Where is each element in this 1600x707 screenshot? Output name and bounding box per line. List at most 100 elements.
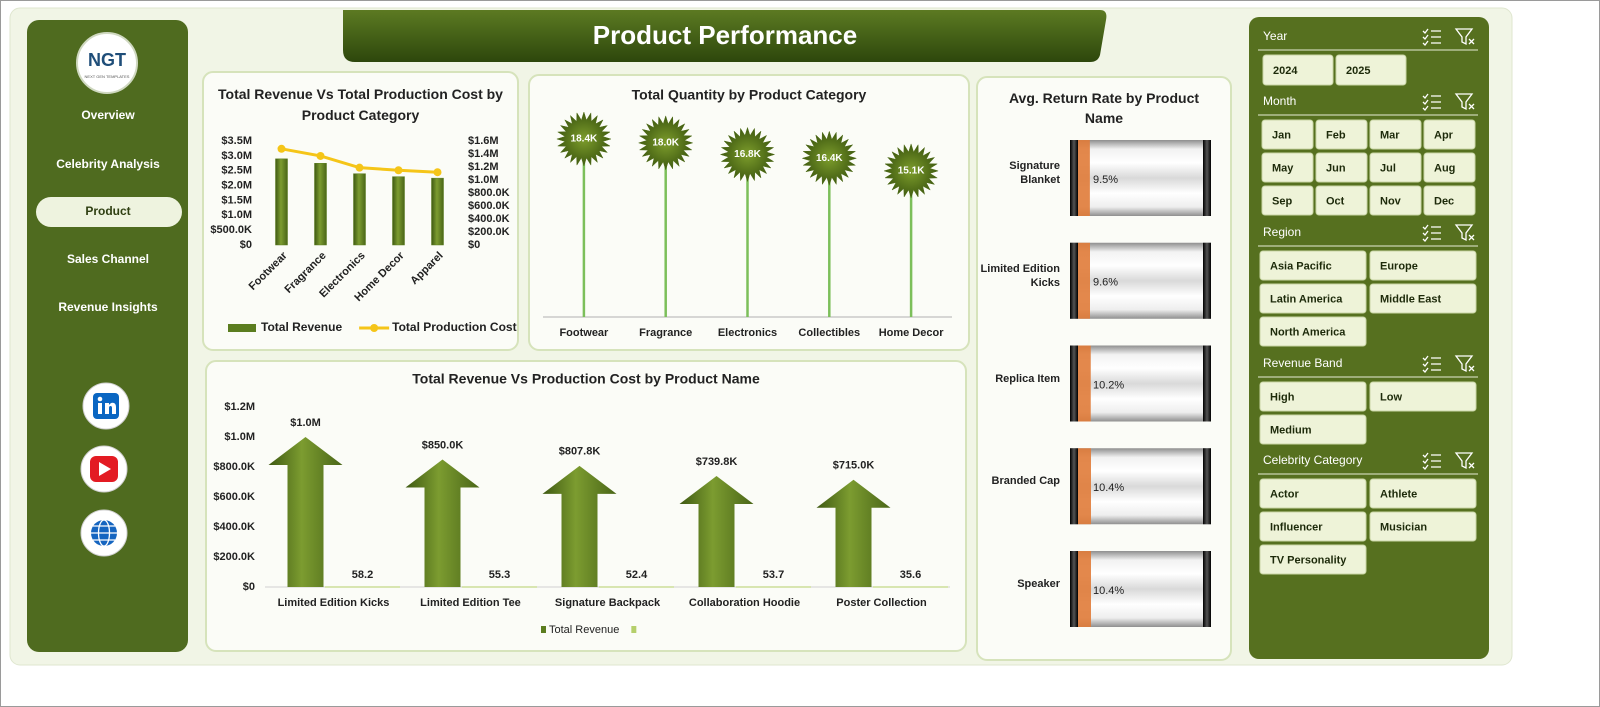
slicer-item[interactable]: North America [1270,326,1346,338]
page-title: Product Performance [593,20,857,50]
slicer-button[interactable] [1259,544,1367,575]
linkedin-icon[interactable] [82,382,130,430]
slicer-button[interactable] [1335,54,1407,86]
nav-item[interactable]: Product [85,204,130,218]
slicer-item[interactable]: Low [1380,391,1402,403]
slicer-item[interactable]: High [1270,391,1295,403]
lollipop-head [556,111,612,167]
slicer-button[interactable] [1261,119,1314,150]
clear-filter-icon[interactable] [1454,28,1475,46]
clear-filter-icon[interactable] [1454,355,1475,373]
slicer-item[interactable]: Asia Pacific [1270,260,1332,272]
slicer-button[interactable] [1369,185,1422,216]
slicer-item[interactable]: May [1272,162,1294,174]
nav-item[interactable]: Revenue Insights [58,300,158,314]
nav-item[interactable]: Celebrity Analysis [56,157,160,171]
icon-funnel [1454,224,1475,242]
slicer-item[interactable]: Dec [1434,195,1454,207]
icon-line [1422,355,1441,361]
x-tick-label: Fragrance [639,327,692,339]
icon-line [1422,34,1441,40]
slicer-button[interactable] [1259,511,1367,542]
slicer-item[interactable]: Mar [1380,129,1400,141]
multi-select-icon[interactable] [1422,355,1441,373]
slicer-button[interactable] [1369,283,1477,314]
slicer-button[interactable] [1259,316,1367,347]
slicer-button[interactable] [1261,152,1314,183]
slicer-button[interactable] [1423,152,1476,183]
slicer-item[interactable]: Influencer [1270,521,1323,533]
slicer-button[interactable] [1315,185,1368,216]
y-tick-label: $3.5M [221,135,252,147]
nav-item[interactable]: Sales Channel [67,252,149,266]
y2-tick-label: $0 [468,239,480,251]
nav-active-pill[interactable] [36,197,182,227]
y-tick-label: Limited Edition Kicks [980,262,1060,289]
slicer-button[interactable] [1315,152,1368,183]
x-tick-label: Limited Edition Tee [420,597,521,609]
slicer-item[interactable]: Medium [1270,424,1312,436]
slicer-item[interactable]: 2024 [1273,65,1298,77]
slicer-item[interactable]: Musician [1380,521,1427,533]
slicer-item[interactable]: Middle East [1380,293,1441,305]
icon-line [1422,28,1441,34]
slicer-button[interactable] [1369,478,1477,509]
y2-tick-label: $1.6M [468,135,499,147]
clear-filter-icon[interactable] [1454,224,1475,242]
multi-select-icon[interactable] [1422,224,1441,242]
website-icon[interactable] [80,509,128,557]
slicer-item[interactable]: TV Personality [1270,554,1347,566]
icon-funnel [1454,93,1475,111]
slicer-button[interactable] [1369,511,1477,542]
slicer-button[interactable] [1369,250,1477,281]
arrow-bar [816,479,891,587]
multi-select-icon[interactable] [1422,93,1441,111]
slicer-button[interactable] [1369,119,1422,150]
chart-title: Total Revenue Vs Total Production Cost b… [218,86,503,123]
slicer-button[interactable] [1369,381,1477,412]
data-label: 10.2% [1093,379,1124,391]
slicer-item[interactable]: Sep [1272,195,1292,207]
data-label: $739.8K [696,456,738,468]
data-label: $715.0K [833,460,875,472]
y-tick-label: $1.2M [224,401,255,413]
slicer-button[interactable] [1259,414,1367,445]
multi-select-icon[interactable] [1422,452,1441,470]
slicer-item[interactable]: Nov [1380,195,1402,207]
x-tick-label: Collectibles [798,327,860,339]
y-tick-label: $2.0M [221,179,252,191]
nav-item[interactable]: Overview [81,108,135,122]
slicer-item[interactable]: Aug [1434,162,1455,174]
slicer-button[interactable] [1423,119,1476,150]
data-label: 52.4 [626,569,648,581]
slicer-item[interactable]: Actor [1270,488,1299,500]
slicer-item[interactable]: Athlete [1380,488,1417,500]
slicer-item[interactable]: Jul [1380,162,1396,174]
clear-filter-icon[interactable] [1454,93,1475,111]
slicer-button[interactable] [1423,185,1476,216]
slicer-item[interactable]: Jan [1272,129,1291,141]
multi-select-icon[interactable] [1422,28,1441,46]
slicer-title: Month [1263,94,1296,108]
slicer-item[interactable]: Europe [1380,260,1418,272]
lollipop-head [637,115,694,171]
slicer-item[interactable]: Oct [1326,195,1345,207]
slicer-button[interactable] [1315,119,1368,150]
clear-filter-icon[interactable] [1454,452,1475,470]
slicer-title: Region [1263,225,1301,239]
slicer-item[interactable]: 2025 [1346,65,1370,77]
slicer-button[interactable] [1262,54,1334,86]
slicer-button[interactable] [1369,152,1422,183]
slicer-item[interactable]: Jun [1326,162,1346,174]
slicer-button[interactable] [1261,185,1314,216]
slicer-item[interactable]: Feb [1326,129,1346,141]
slicer-item[interactable]: Apr [1434,129,1454,141]
slicer-button[interactable] [1259,381,1367,412]
slicer-item[interactable]: Latin America [1270,293,1343,305]
slicer-button[interactable] [1259,283,1367,314]
slicer-button[interactable] [1259,250,1367,281]
slicer-button[interactable] [1259,478,1367,509]
arrow-bar [268,437,343,587]
youtube-icon[interactable] [80,445,128,493]
